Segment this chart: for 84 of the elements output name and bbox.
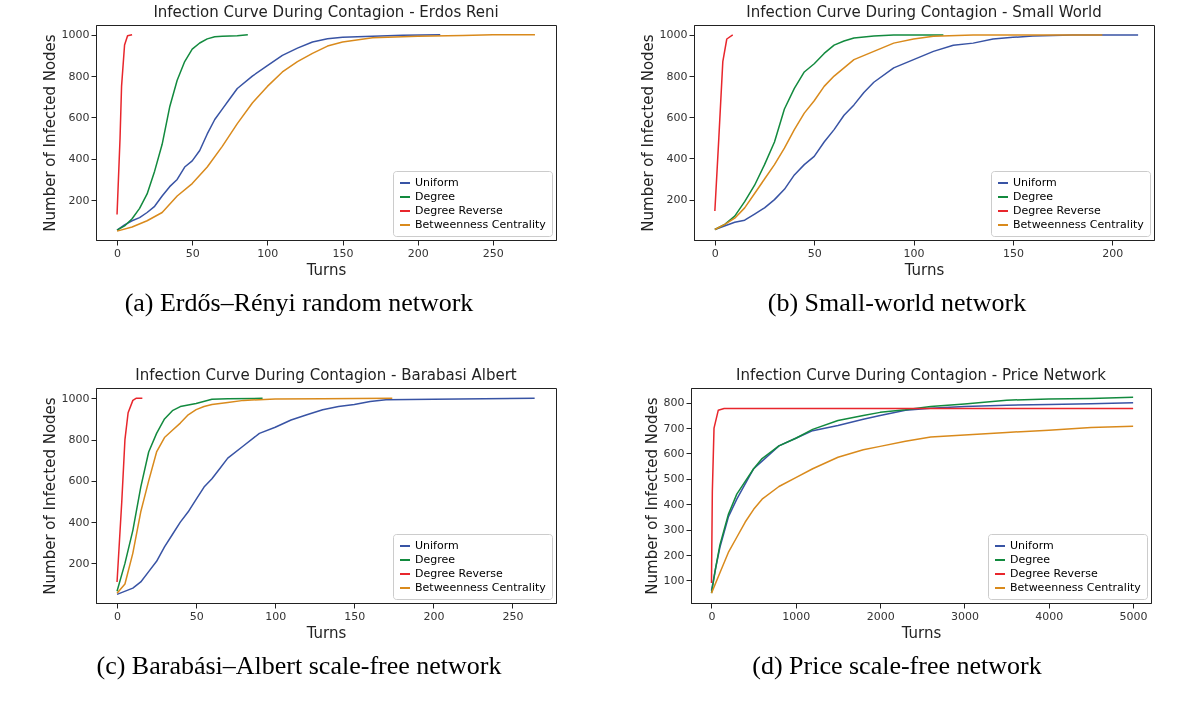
line-series: [116, 397, 144, 583]
legend-label: Degree: [1013, 190, 1054, 203]
y-tick-label: 400: [68, 152, 90, 166]
y-tick-label: 800: [663, 396, 684, 410]
x-tick-label: 0: [114, 609, 122, 623]
line-series: [714, 34, 734, 212]
y-axis-title: Number of Infected Nodes: [638, 34, 657, 232]
y-tick-label: 1000: [659, 28, 688, 42]
chart-title: Infection Curve During Contagion - Price Network: [735, 366, 1106, 384]
x-tick-label: 100: [903, 246, 925, 260]
x-axis-title: Turns: [305, 260, 347, 279]
legend-label: Degree Reverse: [1009, 567, 1098, 580]
y-tick-label: 400: [68, 515, 90, 529]
x-tick-label: 0: [711, 246, 719, 260]
legend-label: Uniform: [415, 539, 459, 552]
x-tick-label: 2000: [866, 609, 895, 623]
legend-label: Uniform: [415, 176, 459, 189]
text: (c) Barabási–Albert scale-free network: [96, 651, 502, 681]
line-series: [116, 397, 394, 595]
x-tick-label: 100: [265, 609, 287, 623]
legend-label: Betweenness Centrality: [1009, 581, 1141, 594]
y-tick-label: 600: [663, 446, 684, 460]
x-tick-label: 50: [807, 246, 822, 260]
y-tick-label: 400: [663, 497, 684, 511]
x-tick-label: 0: [707, 609, 715, 623]
y-axis-title: Number of Infected Nodes: [40, 34, 59, 232]
y-tick-label: 200: [663, 548, 684, 562]
y-axis-title: Number of Infected Nodes: [40, 397, 59, 595]
x-tick-label: 200: [407, 246, 429, 260]
legend-label: Betweenness Centrality: [415, 218, 547, 231]
y-tick-label: 700: [663, 421, 684, 435]
legend-label: Degree Reverse: [415, 204, 503, 217]
legend-label: Degree Reverse: [415, 567, 503, 580]
chart-title: Infection Curve During Contagion - Small World: [746, 3, 1102, 21]
text: (d) Price scale-free network: [752, 651, 1042, 681]
x-tick-label: 3000: [950, 609, 979, 623]
x-tick-label: 200: [423, 609, 445, 623]
line-series: [116, 397, 264, 592]
x-tick-label: 50: [185, 246, 200, 260]
y-tick-label: 1000: [61, 28, 90, 42]
legend-label: Betweenness Centrality: [415, 581, 547, 594]
text: (b) Small-world network: [767, 288, 1027, 318]
chart-title: Infection Curve During Contagion - Barabasi Albert: [135, 366, 517, 384]
y-axis-title: Number of Infected Nodes: [642, 397, 660, 595]
y-tick-label: 800: [68, 433, 90, 447]
line-series: [116, 33, 133, 216]
y-tick-label: 600: [666, 110, 688, 124]
chart-title: Infection Curve During Contagion - Erdos Reni: [153, 3, 499, 21]
legend-label: Degree: [415, 553, 456, 566]
y-tick-label: 200: [68, 556, 90, 570]
y-tick-label: 800: [68, 69, 90, 83]
legend-label: Uniform: [1013, 176, 1057, 189]
y-tick-label: 500: [663, 472, 684, 486]
x-tick-label: 0: [114, 246, 122, 260]
legend-label: Uniform: [1009, 539, 1054, 552]
x-tick-label: 150: [1002, 246, 1024, 260]
legend-label: Betweenness Centrality: [1013, 218, 1145, 231]
y-tick-label: 600: [68, 110, 90, 124]
x-axis-title: Turns: [903, 260, 945, 279]
legend-label: Degree: [1009, 553, 1050, 566]
y-tick-label: 600: [68, 474, 90, 488]
x-axis-title: Turns: [900, 623, 941, 642]
x-tick-label: 50: [189, 609, 204, 623]
x-tick-label: 150: [344, 609, 366, 623]
text: (a) Erdős–Rényi random network: [124, 288, 474, 318]
y-tick-label: 200: [666, 193, 688, 207]
y-tick-label: 200: [68, 193, 90, 207]
y-tick-label: 100: [663, 573, 684, 587]
y-tick-label: 300: [663, 523, 684, 537]
x-tick-label: 1000: [781, 609, 810, 623]
x-tick-label: 250: [502, 609, 524, 623]
x-tick-label: 150: [332, 246, 354, 260]
y-tick-label: 400: [666, 151, 688, 165]
x-tick-label: 100: [257, 246, 279, 260]
x-tick-label: 250: [482, 246, 504, 260]
y-tick-label: 1000: [61, 391, 90, 405]
legend-label: Degree Reverse: [1013, 204, 1101, 217]
legend-label: Degree: [415, 190, 456, 203]
x-tick-label: 200: [1102, 246, 1124, 260]
line-series: [116, 33, 249, 231]
y-tick-label: 800: [666, 69, 688, 83]
x-tick-label: 4000: [1034, 609, 1063, 623]
x-axis-title: Turns: [305, 623, 347, 642]
x-tick-label: 5000: [1119, 609, 1148, 623]
